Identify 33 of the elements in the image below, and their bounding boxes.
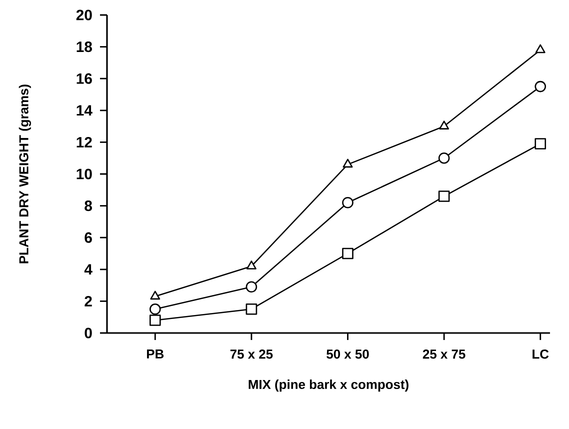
y-tick-label: 4 [84, 264, 92, 275]
point [534, 138, 546, 150]
x-tick-label: 50 x 50 [326, 350, 369, 359]
x-tick-label: 25 x 75 [422, 350, 466, 359]
point [246, 304, 258, 315]
point [150, 290, 160, 300]
point [150, 304, 161, 315]
point [342, 196, 354, 208]
point [535, 44, 546, 54]
point [534, 80, 546, 92]
y-tick-label: 12 [76, 136, 92, 148]
y-tick-label: 2 [84, 296, 92, 306]
y-axis-title: PLANT DRY WEIGHT (grams) [18, 84, 32, 264]
y-tick-label: 16 [76, 73, 92, 84]
y-tick-label: 6 [84, 232, 92, 243]
y-tick-label: 0 [84, 328, 92, 338]
point [438, 190, 450, 202]
x-tick-label: 75 x 25 [230, 350, 273, 359]
point [342, 158, 353, 168]
point [246, 260, 256, 270]
point [439, 120, 450, 130]
x-axis-title: MIX (pine bark x compost) [248, 380, 408, 392]
y-tick-label: 8 [84, 200, 92, 212]
point [246, 281, 258, 293]
point [150, 314, 161, 326]
x-tick-label: PB [147, 350, 164, 358]
point [438, 152, 450, 164]
y-tick-label: 14 [76, 105, 92, 116]
y-tick-label: 10 [76, 168, 92, 180]
point [342, 248, 354, 260]
y-tick-label: 20 [76, 10, 92, 20]
x-tick-label: LC [532, 350, 549, 359]
y-tick-label: 18 [76, 42, 92, 52]
